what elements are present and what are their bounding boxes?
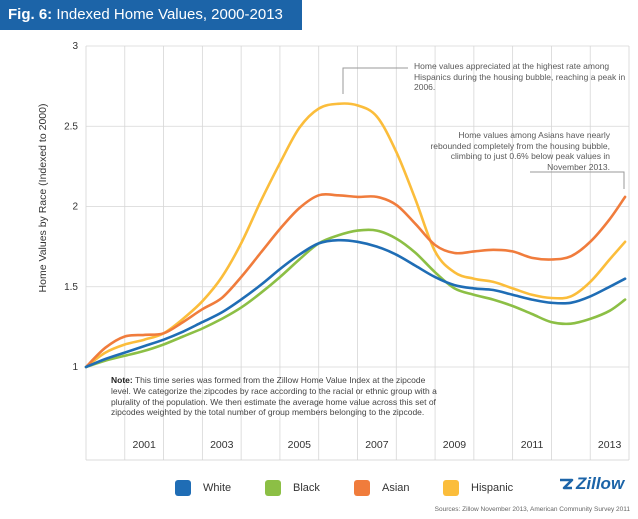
legend-swatch-black	[265, 480, 281, 496]
figure-title-text: Indexed Home Values, 2000-2013	[56, 6, 283, 23]
legend-swatch-white	[175, 480, 191, 496]
legend-item-asian: Asian	[354, 478, 410, 498]
legend-label-asian: Asian	[382, 482, 410, 494]
x-tick-label: 2007	[365, 439, 389, 451]
source-note: Sources: Zillow November 2013, American …	[434, 506, 630, 513]
legend-item-black: Black	[265, 478, 320, 498]
y-tick-label: 2.5	[64, 121, 78, 132]
note-label: Note:	[111, 375, 133, 385]
asian-callout-line	[530, 171, 625, 189]
y-tick-label: 2	[72, 202, 78, 213]
legend-label-hispanic: Hispanic	[471, 482, 514, 494]
figure-title: Fig. 6: Indexed Home Values, 2000-2013	[0, 0, 302, 30]
legend-swatch-asian	[354, 480, 370, 496]
legend-swatch-hispanic	[443, 480, 459, 496]
series-line-asian	[84, 192, 627, 369]
x-tick-label: 2003	[210, 439, 234, 451]
hispanic-callout-line	[342, 67, 408, 94]
grid	[85, 45, 630, 461]
series-line-black	[84, 228, 627, 369]
annotation-hispanic: Home values appreciated at the highest r…	[414, 61, 626, 92]
annotation-asian: Home values among Asians have nearly reb…	[430, 130, 610, 172]
x-tick-label: 2001	[132, 439, 156, 451]
x-tick-label: 2009	[443, 439, 467, 451]
legend: White Black Asian Hispanic	[0, 478, 638, 498]
legend-label-black: Black	[293, 482, 320, 494]
legend-label-white: White	[203, 482, 232, 494]
y-axis-label: Home Values by Race (Indexed to 2000)	[37, 104, 49, 293]
y-tick-label: 1	[72, 362, 78, 373]
figure-number: Fig. 6:	[8, 6, 53, 23]
x-tick-label: 2013	[598, 439, 622, 451]
x-tick-label: 2005	[288, 439, 312, 451]
note-text: This time series was formed from the Zil…	[111, 375, 437, 418]
axis-ticks: 1 1.5 2 2.5 3 2001 2003 2005 2007 2009 2011 2013	[64, 41, 621, 451]
series-line-hispanic	[84, 102, 627, 369]
zillow-logo: Zillow	[558, 474, 624, 494]
series-line-white	[84, 238, 627, 369]
zillow-logo-text: Zillow	[576, 474, 625, 493]
legend-item-white: White	[175, 478, 231, 498]
zillow-z-icon	[560, 478, 574, 490]
series-lines	[84, 102, 627, 369]
legend-item-hispanic: Hispanic	[443, 478, 513, 498]
callout-lines	[342, 67, 625, 189]
y-tick-label: 3	[72, 41, 78, 52]
y-tick-label: 1.5	[64, 282, 78, 293]
x-tick-label: 2011	[521, 439, 544, 451]
chart-note: Note: This time series was formed from t…	[111, 375, 441, 418]
